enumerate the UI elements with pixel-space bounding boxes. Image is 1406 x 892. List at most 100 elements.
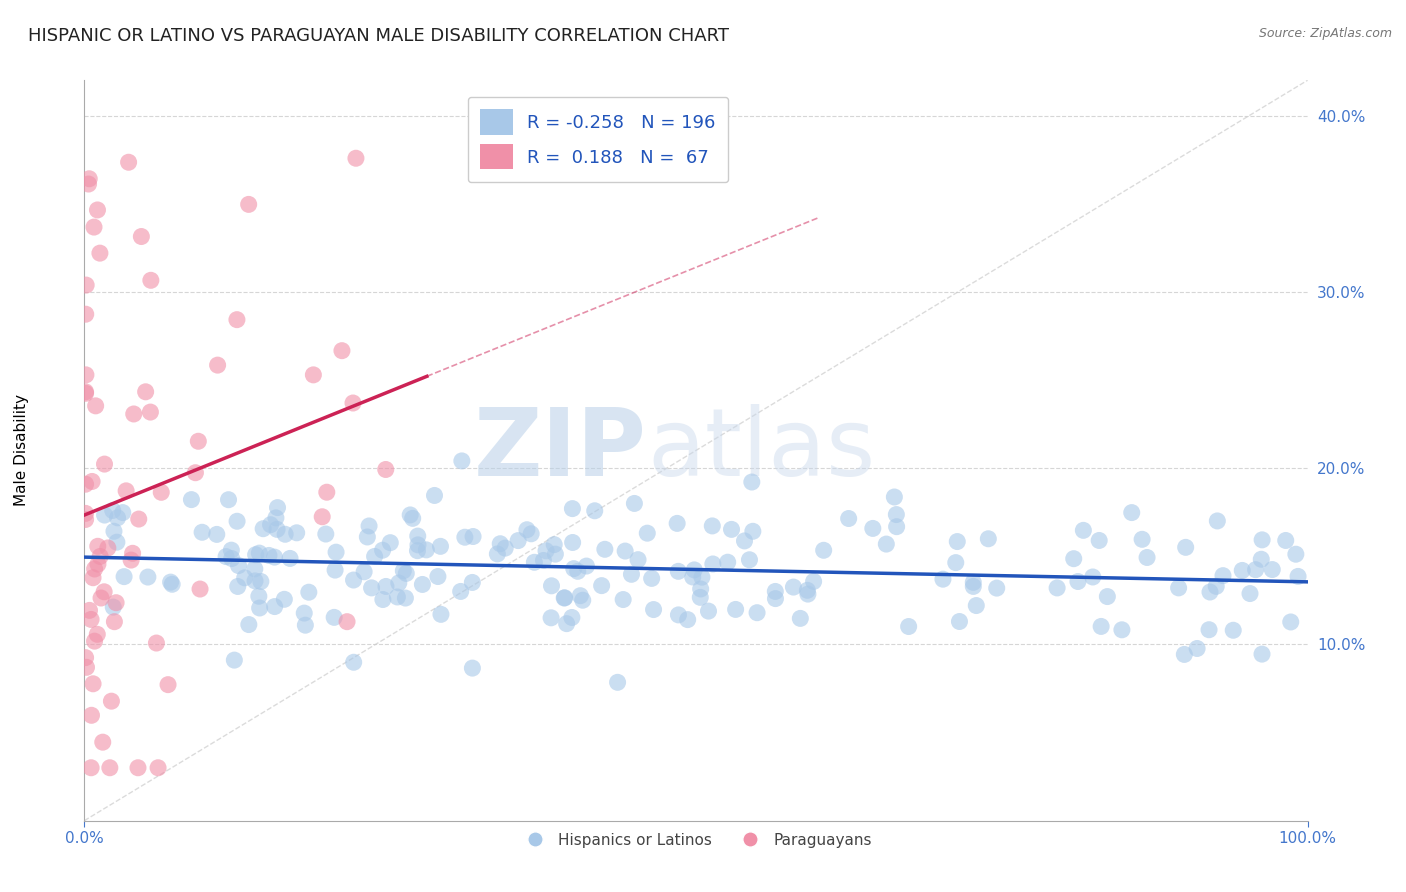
Point [226, 312, 249, 326]
Point [226, 579, 249, 593]
Point [1285, 547, 1308, 561]
Point [494, 541, 516, 555]
Point [80, 612, 103, 626]
Point [796, 583, 818, 598]
Point [965, 599, 987, 613]
Point [75, 368, 97, 382]
Point [330, 343, 353, 358]
Point [274, 527, 297, 541]
Point [83, 634, 105, 648]
Point [356, 530, 378, 544]
Point [1244, 563, 1267, 577]
Point [145, 636, 167, 650]
Point [561, 535, 583, 549]
Point [87, 557, 110, 571]
Point [426, 569, 449, 583]
Point [666, 516, 689, 531]
Point [1088, 533, 1111, 548]
Text: ZIP: ZIP [474, 404, 647, 497]
Point [986, 581, 1008, 595]
Point [363, 549, 385, 564]
Point [218, 492, 240, 507]
Point [797, 587, 820, 601]
Point [561, 610, 583, 624]
Point [264, 511, 287, 525]
Point [1063, 551, 1085, 566]
Point [461, 575, 484, 590]
Point [392, 564, 415, 578]
Point [734, 533, 756, 548]
Point [562, 561, 585, 575]
Point [886, 508, 908, 522]
Point [139, 273, 162, 287]
Point [247, 589, 270, 603]
Point [717, 555, 740, 569]
Point [135, 384, 157, 399]
Point [1167, 581, 1189, 595]
Point [643, 602, 665, 616]
Point [1279, 615, 1302, 629]
Point [263, 550, 285, 565]
Point [683, 563, 706, 577]
Text: HISPANIC OR LATINO VS PARAGUAYAN MALE DISABILITY CORRELATION CHART: HISPANIC OR LATINO VS PARAGUAYAN MALE DI… [28, 27, 730, 45]
Point [544, 547, 567, 561]
Point [962, 579, 984, 593]
Point [266, 522, 288, 536]
Point [1111, 623, 1133, 637]
Text: atlas: atlas [647, 404, 876, 497]
Point [1251, 647, 1274, 661]
Point [75, 384, 97, 399]
Point [82, 571, 104, 585]
Point [454, 530, 477, 544]
Point [676, 613, 699, 627]
Point [554, 591, 576, 605]
Point [1286, 569, 1309, 583]
Point [591, 579, 613, 593]
Point [1239, 586, 1261, 600]
Point [571, 593, 593, 607]
Point [101, 503, 124, 517]
Point [103, 524, 125, 539]
Point [107, 511, 129, 525]
Point [1261, 563, 1284, 577]
Point [489, 537, 512, 551]
Point [245, 548, 267, 562]
Point [249, 601, 271, 615]
Point [430, 607, 453, 622]
Point [1274, 533, 1296, 548]
Point [1232, 564, 1254, 578]
Point [86, 202, 108, 217]
Point [540, 611, 562, 625]
Point [259, 517, 281, 532]
Point [623, 496, 645, 510]
Point [461, 529, 484, 543]
Point [1046, 581, 1069, 595]
Point [89, 246, 111, 260]
Point [394, 591, 416, 605]
Point [567, 564, 589, 578]
Point [875, 537, 897, 551]
Point [1185, 641, 1208, 656]
Point [266, 500, 288, 515]
Point [614, 544, 637, 558]
Point [668, 607, 690, 622]
Point [233, 571, 256, 585]
Point [238, 617, 260, 632]
Point [112, 569, 135, 583]
Point [423, 488, 446, 502]
Point [523, 555, 546, 569]
Point [782, 580, 804, 594]
Point [228, 558, 250, 573]
Point [263, 599, 285, 614]
Point [533, 553, 555, 567]
Point [636, 526, 658, 541]
Point [606, 675, 628, 690]
Point [1073, 524, 1095, 538]
Point [257, 549, 280, 563]
Point [353, 565, 375, 579]
Point [360, 581, 382, 595]
Point [897, 619, 920, 633]
Point [508, 533, 530, 548]
Point [789, 611, 811, 625]
Point [100, 694, 122, 708]
